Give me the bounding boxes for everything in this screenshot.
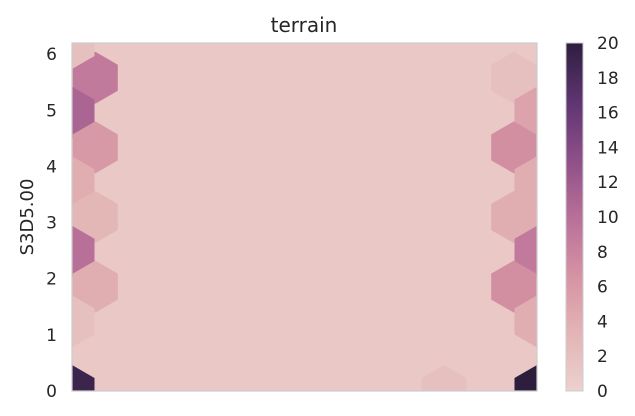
colorbar-gradient: [566, 43, 583, 391]
colorbar-tick-label: 20: [597, 34, 619, 54]
colorbar-tick-label: 0: [597, 382, 608, 402]
colorbar-tick-label: 16: [597, 104, 619, 124]
hexbin-cell: [72, 51, 118, 104]
hexbin-cell: [72, 43, 95, 69]
hexbin-cell: [72, 121, 118, 174]
hexbin-cell: [514, 365, 537, 391]
y-tick-label: 6: [46, 45, 57, 65]
colorbar-tick-label: 14: [597, 138, 619, 158]
chart-title: terrain: [271, 13, 338, 37]
plot-frame: [71, 42, 538, 392]
hexbin-cell: [72, 191, 118, 243]
colorbar-tick-label: 12: [597, 173, 619, 193]
y-tick-label: 4: [46, 157, 57, 177]
hex-layer: [72, 43, 537, 391]
colorbar-tick-label: 10: [597, 208, 619, 228]
hexbin-cell: [72, 365, 95, 391]
hexbin-cell: [421, 365, 467, 391]
colorbar-tick-label: 4: [597, 312, 608, 332]
hexbin-cell: [514, 295, 537, 348]
hexbin-cell: [491, 51, 537, 104]
y-axis-label: S3D5.00: [17, 179, 38, 256]
y-tick-label: 3: [46, 214, 57, 234]
plot-area: [71, 42, 538, 392]
y-tick-label: 0: [46, 382, 57, 402]
hexbin-cell: [491, 121, 537, 174]
plot-background: [72, 43, 537, 391]
colorbar-tick-label: 6: [597, 278, 608, 298]
colorbar-ticks: 0 2 4 6 8 10 12 14 16 18 20: [597, 34, 619, 402]
colorbar-tick-label: 18: [597, 69, 619, 89]
hexbin-cell: [491, 191, 537, 243]
colorbar: 0 2 4 6 8 10 12 14 16 18 20: [565, 34, 619, 402]
y-axis: 0 1 2 3 4 5 6: [46, 45, 57, 402]
y-tick-label: 2: [46, 270, 57, 290]
colorbar-tick-label: 2: [597, 347, 608, 367]
colorbar-tick-label: 8: [597, 243, 608, 263]
colorbar-frame: [565, 42, 584, 392]
y-tick-label: 5: [46, 101, 57, 121]
y-tick-label: 1: [46, 326, 57, 346]
hexbin-cell: [491, 260, 537, 313]
hexbin-cell: [72, 260, 118, 313]
hexbin-cell: [72, 295, 95, 348]
